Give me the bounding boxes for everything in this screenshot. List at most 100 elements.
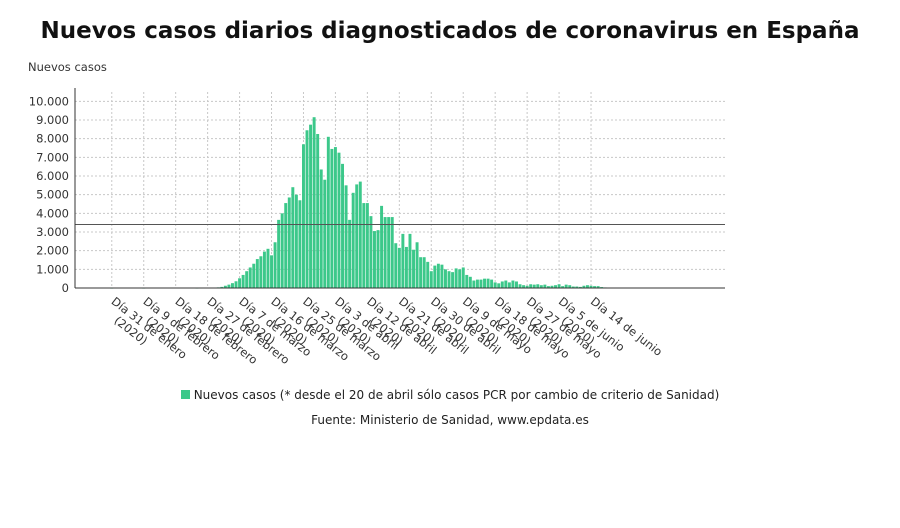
bar <box>284 203 288 288</box>
y-tick-label: 4.000 <box>36 206 69 220</box>
bar <box>280 213 284 288</box>
bar <box>461 267 465 288</box>
legend-label: Nuevos casos (* desde el 20 de abril sól… <box>193 388 720 402</box>
y-tick-label: 8.000 <box>36 132 69 146</box>
bar <box>401 233 405 288</box>
bar <box>546 286 550 288</box>
bar <box>298 200 302 288</box>
bar <box>436 263 440 288</box>
y-tick-label: 10.000 <box>29 94 69 108</box>
bars <box>110 117 607 289</box>
bar <box>241 274 245 288</box>
bar <box>550 285 554 288</box>
bar <box>451 272 455 288</box>
bar <box>383 217 387 288</box>
y-tick-label: 2.000 <box>36 244 69 258</box>
y-tick-labels: 0 1.000 2.000 3.000 4.000 5.000 6.000 7.000 8.00… <box>29 94 69 295</box>
bar <box>305 130 309 288</box>
bar <box>486 278 490 288</box>
bar <box>515 281 518 288</box>
bar <box>419 257 423 288</box>
bar <box>369 216 373 288</box>
bar <box>475 279 479 288</box>
y-tick-label: 3.000 <box>36 225 69 239</box>
bar <box>238 278 242 288</box>
bar <box>291 187 295 288</box>
axes <box>74 88 725 289</box>
bar <box>557 284 561 288</box>
bar <box>248 267 252 288</box>
bar <box>539 285 543 288</box>
bar <box>589 285 593 288</box>
bar <box>593 286 597 288</box>
bar <box>504 280 508 288</box>
bar <box>525 285 529 288</box>
bar <box>365 203 369 288</box>
bar <box>355 184 359 288</box>
bar <box>408 233 412 288</box>
y-axis-label: Nuevos casos <box>28 60 107 74</box>
bar <box>287 197 291 288</box>
bar <box>529 284 533 288</box>
bar <box>270 255 273 288</box>
bar <box>316 134 320 288</box>
bar <box>312 117 316 288</box>
bar <box>302 144 305 288</box>
bar <box>575 286 579 288</box>
bar <box>554 285 557 288</box>
bar <box>227 284 231 288</box>
bar <box>323 179 327 288</box>
bar <box>223 285 227 288</box>
bar <box>259 256 263 288</box>
bar <box>586 285 589 288</box>
bar <box>493 282 497 288</box>
bar <box>390 217 394 288</box>
bar <box>262 251 266 288</box>
bar <box>458 269 462 288</box>
bar <box>373 231 376 288</box>
bar <box>231 283 234 288</box>
bar <box>571 286 575 288</box>
bar <box>255 259 259 288</box>
bar <box>412 249 415 288</box>
bar <box>440 264 444 288</box>
bar <box>341 163 344 288</box>
bar <box>507 282 511 288</box>
bar <box>344 185 348 288</box>
bar <box>422 257 426 288</box>
y-tick-label: 1.000 <box>36 262 69 276</box>
bar <box>564 284 568 288</box>
bar <box>309 124 313 289</box>
bar <box>266 248 270 288</box>
bar <box>522 285 526 288</box>
bar <box>568 285 572 288</box>
y-tick-label: 0 <box>62 281 69 295</box>
bar <box>596 286 600 288</box>
source-note: Fuente: Ministerio de Sanidad, www.epdat… <box>311 413 589 427</box>
bar <box>447 271 451 288</box>
bar <box>337 152 341 288</box>
y-tick-label: 6.000 <box>36 169 69 183</box>
legend: Nuevos casos (* desde el 20 de abril sól… <box>0 388 900 402</box>
bar <box>578 286 582 288</box>
bar <box>380 205 384 288</box>
bar <box>330 148 334 288</box>
bar <box>245 271 249 288</box>
bar <box>472 280 476 288</box>
bar <box>319 169 323 288</box>
bar <box>294 194 298 288</box>
bar <box>479 279 483 288</box>
bar <box>415 242 419 288</box>
bar <box>500 281 504 288</box>
bar <box>252 263 256 288</box>
bar <box>490 279 494 288</box>
x-tick-labels: Día 31 de enero(2020)Día 9 de febrero(20… <box>109 294 665 367</box>
bar <box>394 243 398 288</box>
bar <box>362 203 366 288</box>
bar <box>234 281 238 288</box>
bar <box>582 285 586 288</box>
bar <box>348 219 352 288</box>
bar <box>483 278 486 288</box>
bar <box>511 280 515 288</box>
bar <box>404 246 408 288</box>
